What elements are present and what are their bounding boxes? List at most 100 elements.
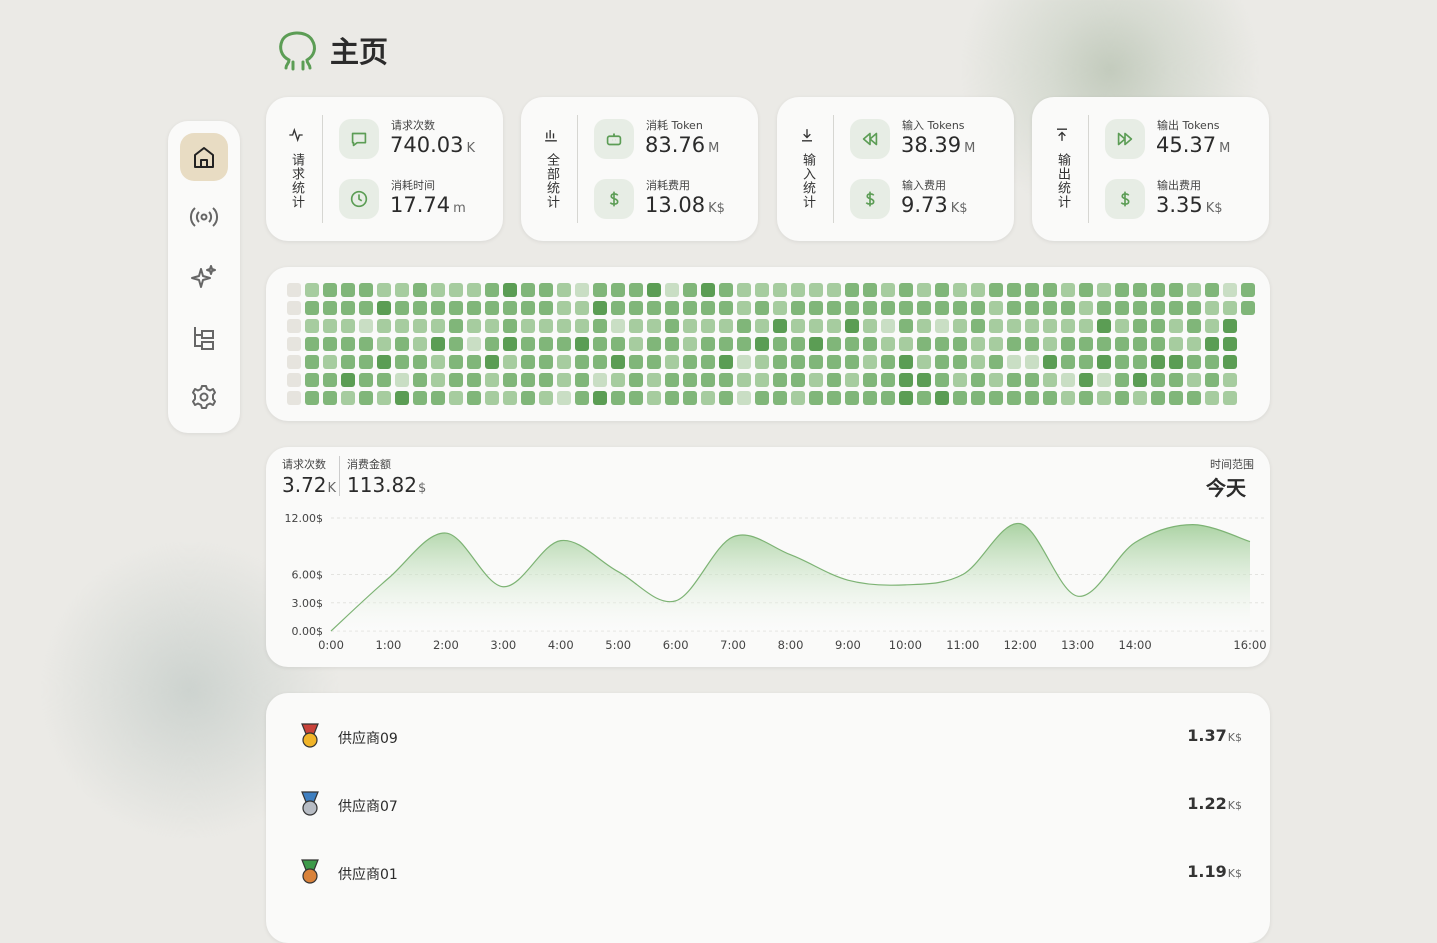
provider-amount: 1.37K$ xyxy=(1187,726,1242,745)
range-value[interactable]: 今天 xyxy=(1206,476,1246,500)
card-title: 输出统计 xyxy=(1055,153,1070,209)
item-label: 消耗时间 xyxy=(391,179,435,192)
item-value: 17.74 m xyxy=(390,193,466,217)
icon xyxy=(1120,191,1130,207)
divider xyxy=(322,115,323,223)
summary-number: 113.82 xyxy=(347,473,417,497)
stat-card: 输入统计 输入 Tokens 38.39 M 输入费用 9.73 K$ xyxy=(777,97,1014,241)
value-number: 3.35 xyxy=(1156,193,1203,217)
item-label: 消耗费用 xyxy=(646,179,690,192)
nav-home[interactable] xyxy=(180,133,228,181)
sidebar xyxy=(168,121,240,433)
amount-number: 1.19 xyxy=(1187,862,1227,881)
medal xyxy=(301,791,319,816)
item-value: 3.35 K$ xyxy=(1156,193,1223,217)
icon xyxy=(606,133,622,146)
item-value: 13.08 K$ xyxy=(645,193,725,217)
icon xyxy=(350,190,368,208)
stat-card: 请求统计 请求次数 740.03 K 消耗时间 17.74 m xyxy=(266,97,503,241)
summary-unit: K xyxy=(327,481,337,496)
item-label: 输出 Tokens xyxy=(1157,119,1220,132)
logo xyxy=(279,31,316,71)
summary-value: 113.82$ xyxy=(347,473,426,497)
icon xyxy=(1117,132,1133,146)
divider xyxy=(833,115,834,223)
item-value: 83.76 M xyxy=(645,133,719,157)
value-number: 83.76 xyxy=(645,133,706,157)
item-icon xyxy=(339,119,379,159)
item-value: 740.03 K xyxy=(390,133,475,157)
value-unit: M xyxy=(708,141,720,156)
divider xyxy=(577,115,578,223)
ranking-panel: 供应商09 1.37K$ 供应商07 1.22K$ 供应商01 1.19K$ xyxy=(266,693,1270,943)
provider-amount: 1.22K$ xyxy=(1187,794,1242,813)
amount-unit: K$ xyxy=(1227,867,1242,880)
icon xyxy=(609,191,619,207)
value-number: 740.03 xyxy=(390,133,464,157)
icon xyxy=(351,132,367,147)
card-title: 全部统计 xyxy=(544,153,559,209)
card-title: 输入统计 xyxy=(800,153,815,209)
item-label: 输入费用 xyxy=(902,179,946,192)
item-icon xyxy=(1105,179,1145,219)
heatmap-panel xyxy=(266,267,1270,421)
card-icon xyxy=(289,127,303,143)
amount-unit: K$ xyxy=(1227,731,1242,744)
value-number: 13.08 xyxy=(645,193,706,217)
provider-amount: 1.19K$ xyxy=(1187,862,1242,881)
item-icon xyxy=(594,179,634,219)
nav-channels[interactable] xyxy=(180,193,228,241)
chart-panel: 请求次数 3.72K 消费金额 113.82$ 时间范围 今天 xyxy=(266,447,1270,667)
card-icon xyxy=(545,130,557,142)
value-unit: K$ xyxy=(1205,201,1223,216)
item-label: 消耗 Token xyxy=(646,119,703,132)
item-label: 输入 Tokens xyxy=(902,119,965,132)
summary-unit: $ xyxy=(417,481,427,496)
item-label: 请求次数 xyxy=(391,119,435,132)
item-value: 9.73 K$ xyxy=(901,193,968,217)
value-number: 38.39 xyxy=(901,133,962,157)
value-number: 9.73 xyxy=(901,193,948,217)
card-title: 请求统计 xyxy=(289,153,304,209)
value-number: 17.74 xyxy=(390,193,451,217)
nav-models[interactable] xyxy=(180,253,228,301)
value-unit: M xyxy=(1219,141,1231,156)
card-icon xyxy=(1057,128,1067,141)
provider-name: 供应商07 xyxy=(338,799,398,815)
divider xyxy=(339,456,340,496)
summary-label: 请求次数 xyxy=(282,458,326,471)
medal xyxy=(301,859,319,884)
summary-label: 消费金额 xyxy=(347,458,391,471)
nav-settings[interactable] xyxy=(180,373,228,421)
item-icon xyxy=(594,119,634,159)
stat-card: 输出统计 输出 Tokens 45.37 M 输出费用 3.35 K$ xyxy=(1032,97,1269,241)
item-icon xyxy=(850,119,890,159)
summary-number: 3.72 xyxy=(282,473,327,497)
provider-name: 供应商01 xyxy=(338,867,398,883)
summary-value: 3.72K xyxy=(282,473,336,497)
divider xyxy=(1088,115,1089,223)
amount-number: 1.37 xyxy=(1187,726,1227,745)
item-label: 输出费用 xyxy=(1157,179,1201,192)
provider-name: 供应商09 xyxy=(338,731,398,747)
range-label: 时间范围 xyxy=(1210,458,1254,471)
amount-number: 1.22 xyxy=(1187,794,1227,813)
item-icon xyxy=(850,179,890,219)
item-value: 38.39 M xyxy=(901,133,975,157)
stat-card: 全部统计 消耗 Token 83.76 M 消耗费用 13.08 K$ xyxy=(521,97,758,241)
medal xyxy=(301,723,319,748)
item-value: 45.37 M xyxy=(1156,133,1230,157)
value-number: 45.37 xyxy=(1156,133,1217,157)
icon xyxy=(865,191,875,207)
item-icon xyxy=(1105,119,1145,159)
card-icon xyxy=(802,129,812,142)
page-title: 主页 xyxy=(330,35,389,69)
value-unit: K$ xyxy=(708,201,725,216)
item-icon xyxy=(339,179,379,219)
value-unit: K xyxy=(466,141,476,156)
nav-tree[interactable] xyxy=(180,313,228,361)
value-unit: M xyxy=(964,141,976,156)
icon xyxy=(862,132,878,146)
value-unit: m xyxy=(453,201,466,216)
